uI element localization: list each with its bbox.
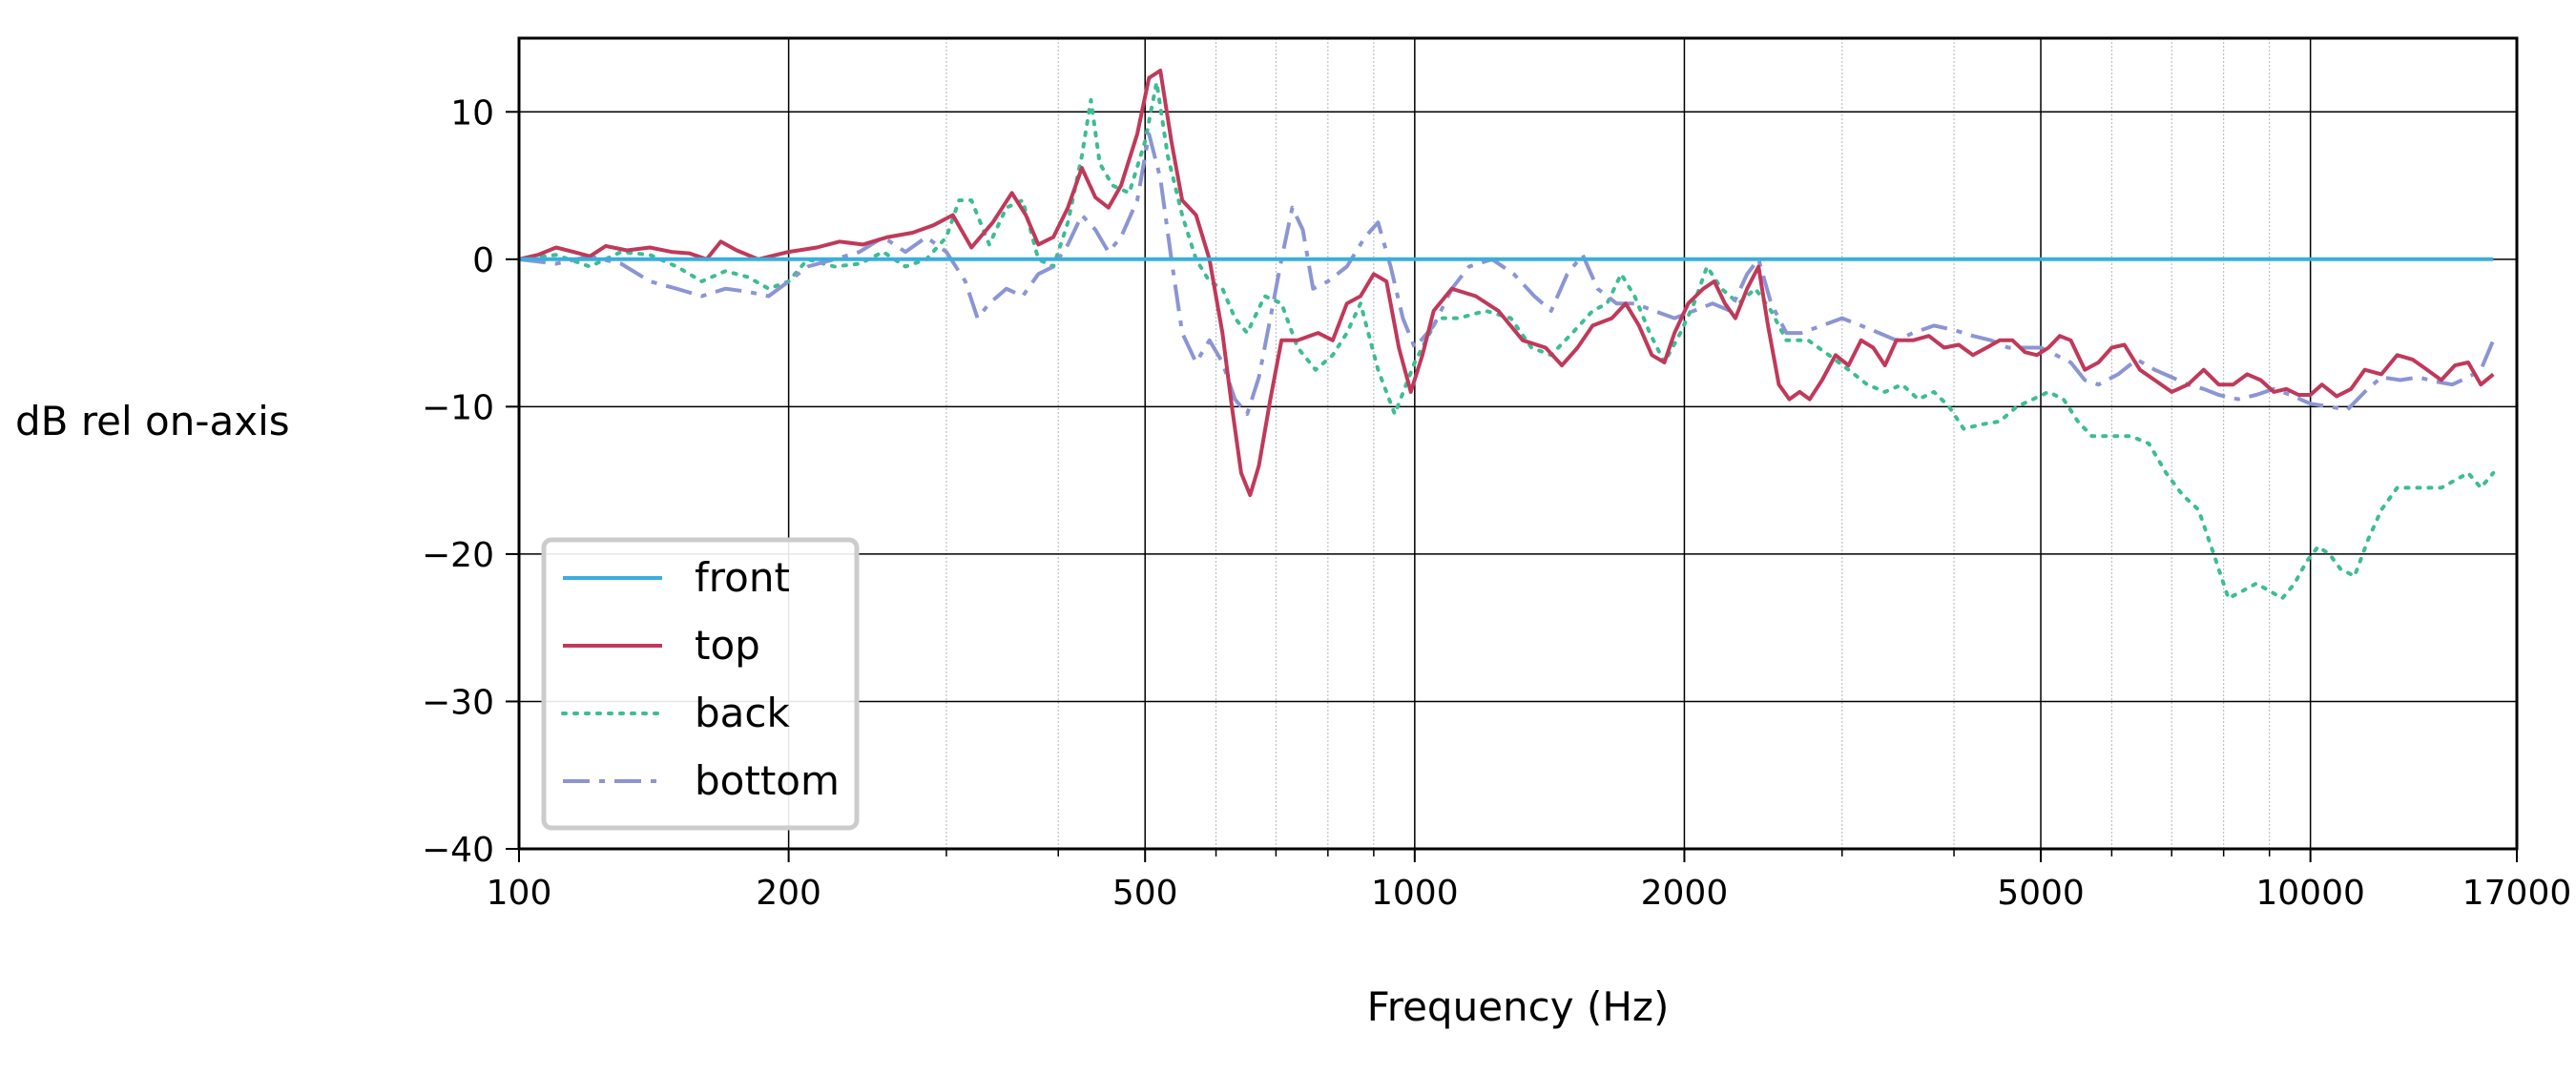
legend-label-front: front [695, 554, 790, 601]
legend-label-back: back [695, 690, 790, 736]
x-axis-label: Frequency (Hz) [1367, 983, 1670, 1030]
y-tick-label: −10 [422, 388, 494, 427]
series-line-bottom [519, 132, 2496, 417]
x-tick-label: 500 [1112, 874, 1178, 913]
y-tick-label: −40 [422, 831, 494, 870]
y-tick-label: −20 [422, 536, 494, 575]
series-line-back [519, 80, 2496, 601]
axis-ticks [506, 111, 2518, 862]
legend-box [541, 537, 860, 831]
x-tick-label: 100 [487, 874, 552, 913]
legend-label-bottom: bottom [695, 757, 840, 804]
x-tick-label: 17000 [2462, 874, 2572, 913]
x-tick-label: 10000 [2255, 874, 2365, 913]
series-line-top [519, 69, 2495, 498]
plot-frame [517, 36, 2519, 851]
legend-label-top: top [695, 622, 760, 669]
series-layer [519, 69, 2496, 601]
y-tick-labels: −40 −30 −20 −10 0 10 [422, 93, 494, 870]
y-tick-label: 0 [472, 241, 494, 280]
y-axis-label: dB rel on-axis [15, 398, 290, 444]
y-tick-label: −30 [422, 683, 494, 722]
x-tick-label: 1000 [1371, 874, 1459, 913]
legend: front top back bottom [541, 537, 860, 831]
x-tick-labels: 100 200 500 1000 2000 5000 10000 17000 [487, 874, 2572, 913]
minor-grid [945, 38, 2271, 849]
x-tick-label: 2000 [1641, 874, 1729, 913]
x-tick-label: 5000 [1997, 874, 2085, 913]
x-tick-label: 200 [756, 874, 821, 913]
y-tick-label: 10 [450, 93, 494, 133]
